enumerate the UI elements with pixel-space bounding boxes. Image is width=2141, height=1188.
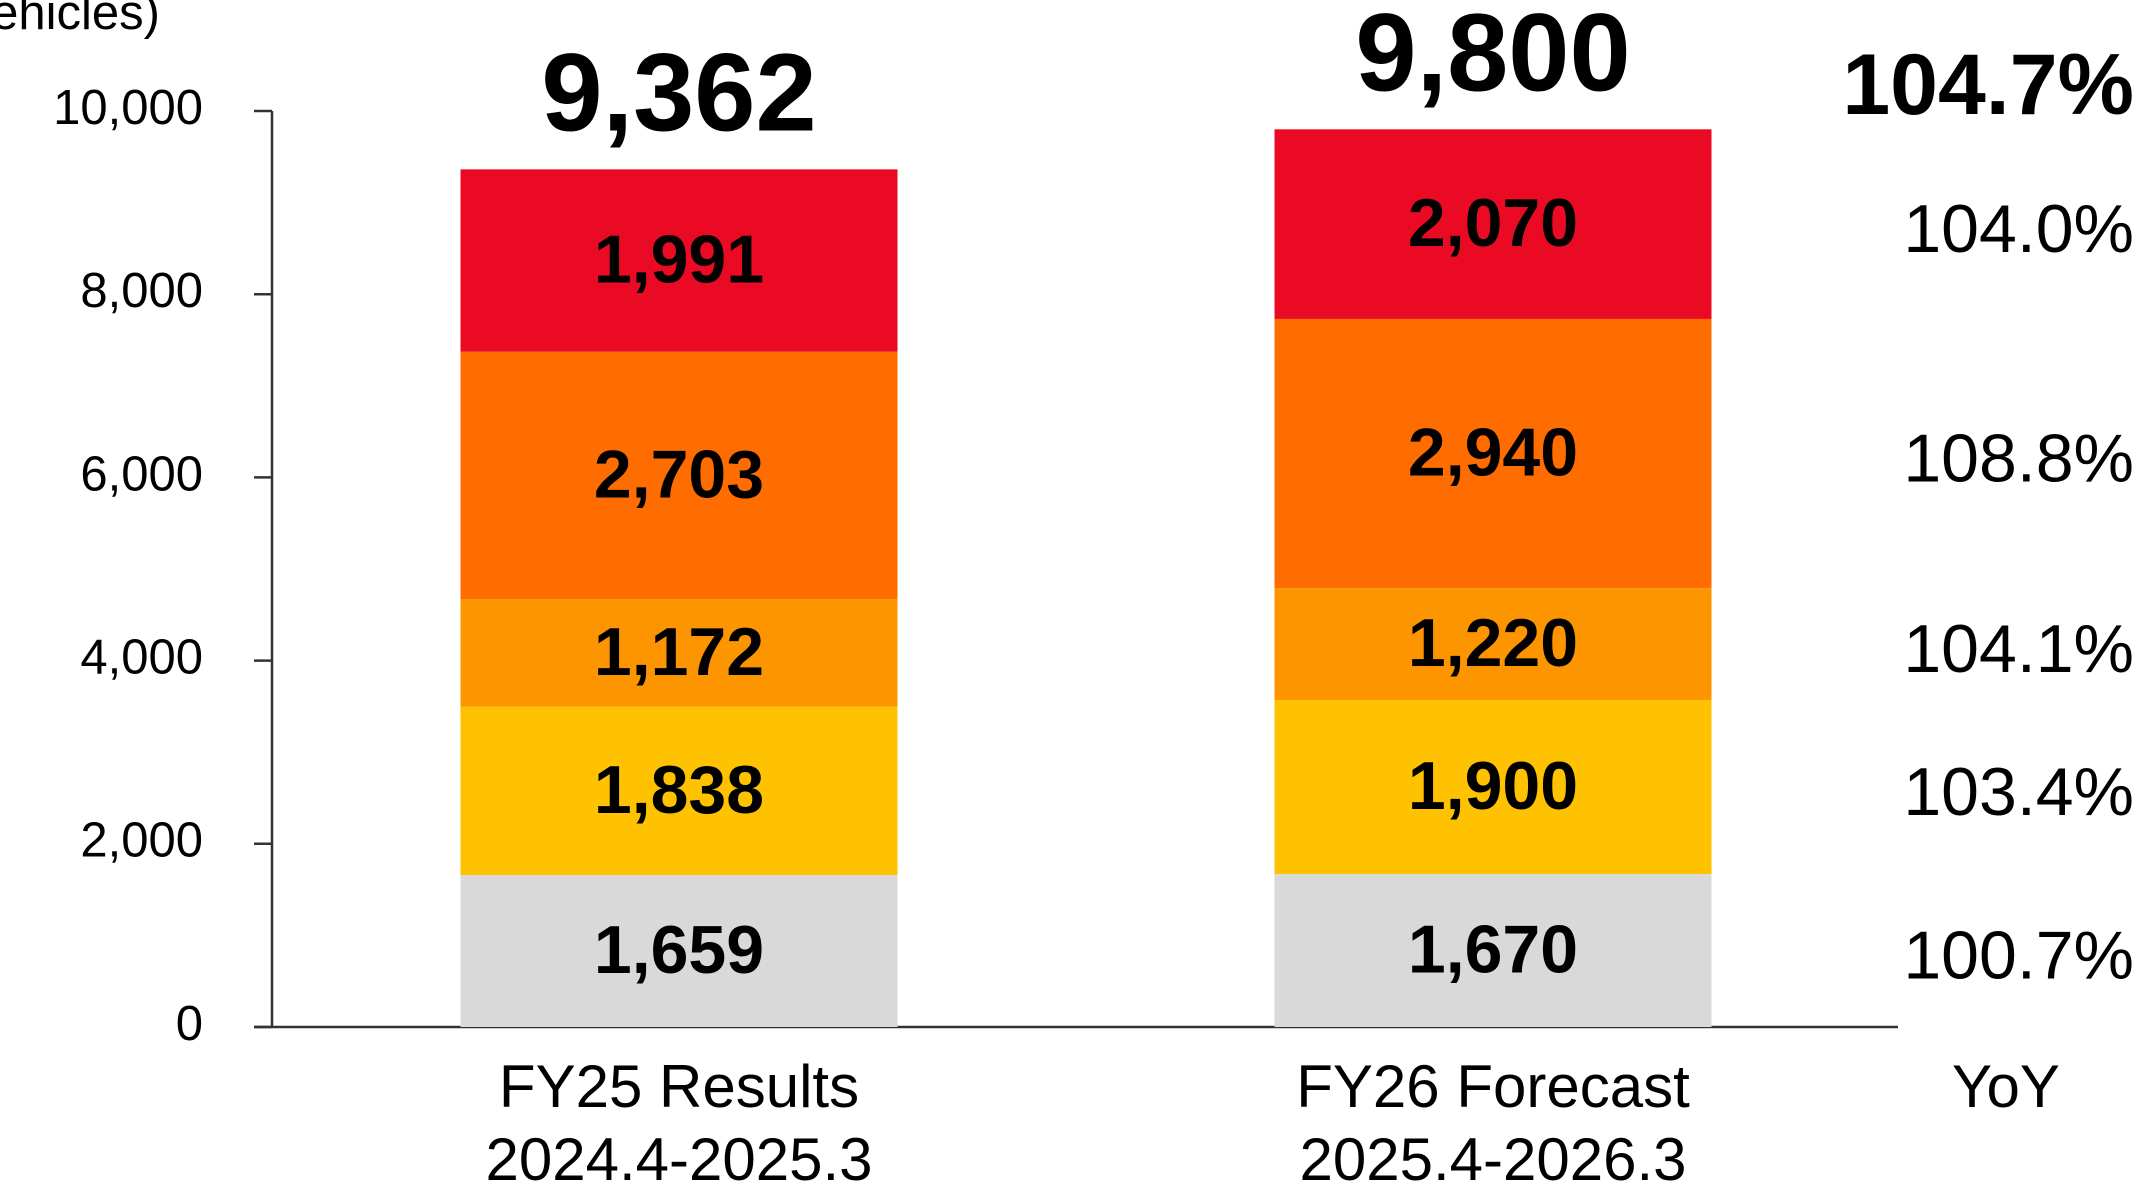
y-tick-label: 0 [176,997,203,1051]
total-label: 9,362 [541,32,816,155]
segment-label: 1,900 [1408,748,1578,824]
segment-label: 2,940 [1408,415,1578,491]
yoy-label: 104.1% [1903,611,2134,687]
yoy-label: 104.0% [1903,191,2134,267]
y-tick-label: 8,000 [80,264,203,318]
x-tick-label: 2024.4-2025.3 [485,1126,872,1188]
segment-label: 2,703 [594,436,764,512]
bar-segment [460,599,898,707]
bar-segment [1274,874,1712,1027]
total-label: 9,800 [1355,0,1630,114]
y-tick-label: 6,000 [80,447,203,501]
segment-label: 1,991 [594,222,764,298]
bar-segment [460,875,898,1027]
yoy-label: 108.8% [1903,421,2134,497]
x-tick-label: 2025.4-2026.3 [1299,1126,1686,1188]
segment-label: 1,172 [594,614,764,690]
yoy-label: 103.4% [1903,754,2134,830]
bar-segment [460,169,898,352]
segment-label: 2,070 [1408,185,1578,261]
bar-segment [1274,318,1712,589]
bar-segment [1274,129,1712,319]
y-tick-label: 2,000 [80,814,203,868]
y-tick-label: 4,000 [80,631,203,685]
yoy-title: YoY [1952,1053,2060,1120]
bar-segment [460,706,898,876]
x-tick-label: FY26 Forecast [1296,1053,1690,1120]
segment-label: 1,220 [1408,605,1578,681]
segment-label: 1,659 [594,912,764,988]
segment-label: 1,838 [594,752,764,828]
yoy-label: 100.7% [1903,917,2134,993]
x-tick-label: FY25 Results [499,1053,859,1120]
bar-segment [1274,588,1712,700]
y-tick-label: 10,000 [53,81,203,135]
yoy-total: 104.7% [1842,37,2134,133]
segment-label: 1,670 [1408,911,1578,987]
bar-segment [1274,699,1712,875]
y-axis-label: (vehicles) [0,0,160,40]
bar-segment [460,351,898,600]
